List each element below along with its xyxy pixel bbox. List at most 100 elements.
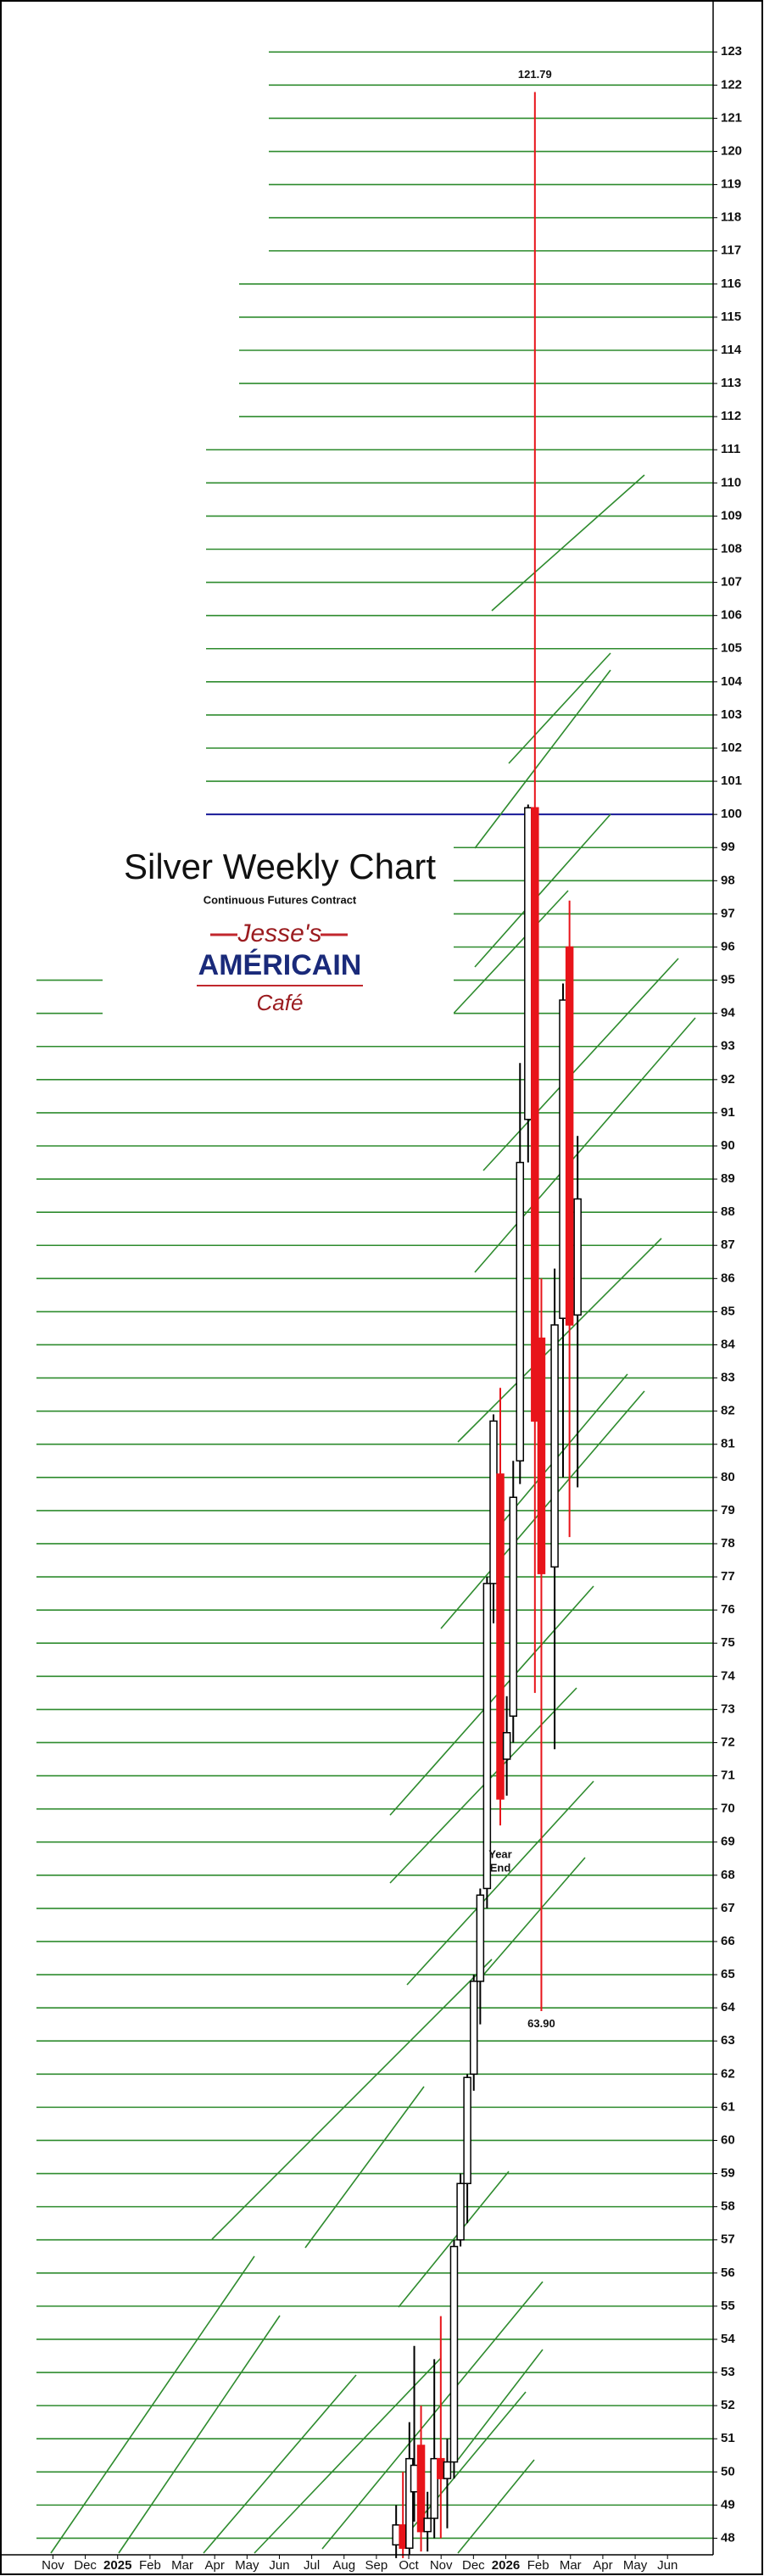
x-tick-label: May bbox=[623, 2558, 648, 2573]
y-tick-label: 81 bbox=[721, 1437, 735, 1451]
y-tick-label: 116 bbox=[721, 277, 741, 291]
x-tick-label: Mar bbox=[560, 2558, 582, 2573]
trend-line bbox=[457, 2349, 544, 2461]
annotation: 63.90 bbox=[527, 2017, 555, 2030]
x-tick-label: Jun bbox=[657, 2558, 678, 2573]
y-tick-label: 115 bbox=[721, 310, 741, 324]
logo-line: Café bbox=[257, 990, 304, 1015]
y-tick-label: 106 bbox=[721, 608, 742, 623]
candle-body bbox=[565, 946, 574, 1326]
y-tick-label: 68 bbox=[721, 1868, 735, 1882]
y-tick-label: 67 bbox=[721, 1901, 735, 1915]
y-tick-label: 76 bbox=[721, 1602, 735, 1617]
y-tick-label: 57 bbox=[721, 2232, 735, 2247]
trend-line bbox=[406, 1780, 594, 1986]
candle-body bbox=[443, 2461, 452, 2479]
y-tick-label: 77 bbox=[721, 1569, 735, 1584]
y-tick-label: 62 bbox=[721, 2066, 735, 2081]
y-tick-label: 117 bbox=[721, 243, 741, 258]
trend-line bbox=[304, 2086, 425, 2249]
x-tick-label: Apr bbox=[593, 2558, 612, 2573]
y-tick-label: 82 bbox=[721, 1404, 735, 1418]
candle-body bbox=[502, 1732, 511, 1760]
candle-body bbox=[469, 1981, 478, 2076]
trend-line bbox=[50, 2255, 255, 2554]
x-tick-label: 2026 bbox=[492, 2558, 520, 2573]
candle-body bbox=[573, 1198, 582, 1316]
y-tick-label: 103 bbox=[721, 707, 742, 722]
y-tick-label: 89 bbox=[721, 1171, 735, 1186]
chart-subtitle: Continuous Futures Contract bbox=[204, 893, 357, 906]
y-tick-label: 84 bbox=[721, 1337, 735, 1351]
trend-line bbox=[508, 652, 611, 764]
trend-line bbox=[321, 2281, 544, 2550]
candle-body bbox=[405, 2457, 414, 2549]
y-tick-label: 121 bbox=[721, 110, 742, 125]
candle-body bbox=[456, 2182, 465, 2241]
y-tick-label: 108 bbox=[721, 541, 742, 556]
y-tick-label: 92 bbox=[721, 1072, 735, 1087]
y-tick-label: 119 bbox=[721, 177, 741, 192]
trend-line bbox=[389, 1585, 594, 1816]
y-tick-label: 123 bbox=[721, 44, 742, 59]
x-tick-label: Oct bbox=[399, 2558, 419, 2573]
annotation-bg bbox=[526, 2016, 557, 2031]
y-tick-label: 48 bbox=[721, 2530, 735, 2545]
y-tick-label: 60 bbox=[721, 2132, 735, 2147]
y-tick-label: 110 bbox=[721, 475, 741, 489]
x-tick-label: Jul bbox=[304, 2558, 320, 2573]
candle-body bbox=[482, 1583, 492, 1890]
y-tick-label: 58 bbox=[721, 2199, 735, 2214]
trend-line bbox=[474, 669, 611, 849]
y-tick-label: 55 bbox=[721, 2299, 735, 2313]
logo-line: Jesse's bbox=[237, 919, 321, 947]
y-tick-label: 69 bbox=[721, 1835, 735, 1849]
candle-body bbox=[430, 2457, 438, 2519]
candle-body bbox=[550, 1324, 559, 1568]
y-tick-label: 51 bbox=[721, 2431, 735, 2445]
y-tick-label: 75 bbox=[721, 1635, 735, 1650]
y-tick-label: 80 bbox=[721, 1470, 735, 1484]
x-tick-label: Apr bbox=[205, 2558, 225, 2573]
y-tick-label: 99 bbox=[721, 840, 735, 854]
annotation-bg bbox=[516, 67, 554, 82]
x-tick-label: Jun bbox=[269, 2558, 289, 2573]
trend-line bbox=[457, 1238, 662, 1443]
x-tick-label: Nov bbox=[430, 2558, 453, 2573]
y-tick-label: 74 bbox=[721, 1668, 735, 1683]
y-tick-label: 87 bbox=[721, 1238, 735, 1252]
y-tick-label: 70 bbox=[721, 1802, 735, 1816]
trend-line bbox=[482, 958, 679, 1171]
candle-body bbox=[463, 2076, 471, 2185]
y-tick-label: 91 bbox=[721, 1105, 735, 1120]
y-tick-label: 102 bbox=[721, 740, 742, 755]
chart-title: Silver Weekly Chart bbox=[124, 847, 436, 886]
y-tick-label: 66 bbox=[721, 1934, 735, 1948]
y-tick-label: 54 bbox=[721, 2332, 735, 2346]
x-tick-label: Nov bbox=[42, 2558, 64, 2573]
candle-body bbox=[476, 1894, 485, 1982]
trend-line bbox=[474, 1017, 696, 1273]
candle-body bbox=[392, 2524, 400, 2546]
candle-body bbox=[509, 1496, 518, 1717]
y-tick-label: 63 bbox=[721, 2033, 735, 2048]
y-tick-label: 104 bbox=[721, 674, 743, 689]
x-tick-label: Aug bbox=[332, 2558, 355, 2573]
trend-line bbox=[254, 2357, 442, 2554]
y-tick-label: 107 bbox=[721, 575, 742, 590]
x-tick-label: 2025 bbox=[103, 2558, 131, 2573]
x-tick-label: Feb bbox=[139, 2558, 161, 2573]
y-tick-label: 109 bbox=[721, 508, 742, 522]
candle-body bbox=[416, 2445, 426, 2533]
annotation: Year End bbox=[488, 1848, 511, 1875]
candle-body bbox=[531, 807, 539, 1422]
x-tick-label: Feb bbox=[527, 2558, 549, 2573]
y-tick-label: 86 bbox=[721, 1271, 735, 1285]
y-tick-label: 118 bbox=[721, 210, 741, 225]
y-tick-label: 95 bbox=[721, 973, 735, 987]
x-tick-label: Dec bbox=[74, 2558, 97, 2573]
y-tick-label: 98 bbox=[721, 873, 735, 887]
candle-body bbox=[559, 999, 567, 1319]
